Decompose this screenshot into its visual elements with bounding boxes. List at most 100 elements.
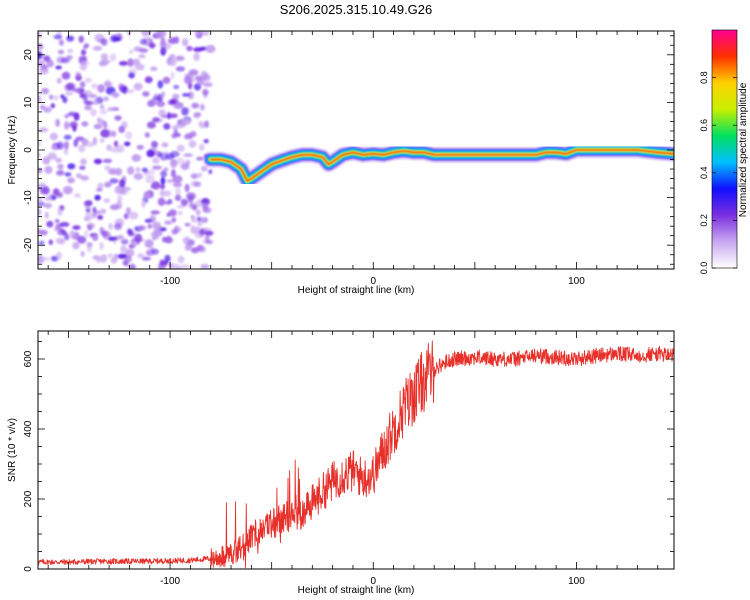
noise-blob bbox=[110, 257, 118, 264]
noise-blob bbox=[114, 179, 119, 183]
noise-blob bbox=[100, 129, 110, 138]
noise-blob bbox=[120, 238, 129, 245]
noise-blob bbox=[113, 91, 119, 99]
noise-blob bbox=[139, 38, 148, 45]
snr-background bbox=[38, 331, 674, 569]
noise-blob bbox=[73, 139, 79, 148]
noise-blob bbox=[165, 153, 175, 160]
noise-blob bbox=[67, 163, 76, 170]
noise-blob bbox=[160, 170, 168, 178]
noise-blob bbox=[145, 175, 155, 184]
noise-blob bbox=[44, 165, 53, 174]
noise-blob bbox=[80, 250, 85, 257]
snr-panel: -100 0 100 0 200 400 600 Height of straight li… bbox=[7, 330, 675, 596]
noise-blob bbox=[87, 93, 98, 99]
noise-blob bbox=[53, 188, 60, 196]
noise-blob bbox=[146, 121, 156, 129]
noise-blob bbox=[112, 36, 121, 42]
noise-blob bbox=[137, 253, 145, 259]
noise-blob bbox=[94, 194, 101, 201]
noise-blob bbox=[128, 72, 135, 79]
colorbar-label: Normalized spectral amplitude bbox=[738, 82, 749, 217]
noise-blob bbox=[81, 121, 89, 127]
noise-blob bbox=[164, 254, 171, 263]
noise-blob bbox=[181, 93, 191, 97]
noise-blob bbox=[173, 103, 184, 110]
noise-blob bbox=[40, 256, 51, 261]
noise-blob bbox=[194, 233, 204, 239]
noise-blob bbox=[57, 164, 64, 170]
spectrogram-noise bbox=[38, 31, 216, 269]
noise-blob bbox=[142, 91, 150, 97]
noise-blob bbox=[64, 121, 70, 130]
noise-blob bbox=[151, 181, 161, 190]
noise-blob bbox=[66, 35, 75, 42]
noise-blob bbox=[72, 241, 80, 250]
noise-blob bbox=[172, 182, 183, 188]
spectrogram-x-tick-label: 100 bbox=[568, 276, 585, 287]
noise-blob bbox=[117, 235, 124, 240]
noise-blob bbox=[85, 141, 95, 148]
noise-blob bbox=[200, 165, 208, 172]
noise-blob bbox=[204, 120, 209, 128]
noise-blob bbox=[176, 122, 186, 129]
noise-blob bbox=[63, 233, 70, 241]
spectrogram-y-tick-label: 0 bbox=[23, 147, 34, 153]
noise-blob bbox=[92, 255, 101, 260]
colorbar-tick-label: 0.4 bbox=[699, 167, 709, 180]
noise-blob bbox=[38, 229, 48, 236]
snr-ylabel: SNR (10 * v/v) bbox=[7, 418, 18, 482]
noise-blob bbox=[46, 59, 54, 68]
noise-blob bbox=[148, 42, 156, 49]
noise-blob bbox=[107, 253, 113, 258]
noise-blob bbox=[201, 198, 209, 204]
noise-blob bbox=[167, 38, 178, 44]
noise-blob bbox=[147, 223, 152, 229]
snr-x-tick-label: -100 bbox=[160, 576, 180, 587]
noise-blob bbox=[142, 31, 152, 34]
noise-blob bbox=[99, 109, 108, 115]
noise-blob bbox=[190, 173, 199, 179]
noise-blob bbox=[129, 263, 136, 269]
noise-blob bbox=[202, 82, 213, 87]
snr-y-tick-label: 0 bbox=[23, 566, 34, 572]
noise-blob bbox=[169, 98, 176, 105]
noise-blob bbox=[55, 65, 62, 70]
noise-blob bbox=[164, 190, 172, 197]
noise-blob bbox=[161, 48, 168, 53]
noise-blob bbox=[59, 222, 70, 227]
colorbar-axis: 0.0 0.2 0.4 0.6 0.8 bbox=[699, 71, 737, 274]
snr-y-tick-label: 600 bbox=[23, 350, 34, 367]
spectrogram-y-tick-label: -20 bbox=[23, 238, 34, 253]
noise-blob bbox=[86, 244, 92, 253]
noise-blob bbox=[151, 140, 158, 149]
noise-blob bbox=[83, 200, 92, 207]
noise-blob bbox=[166, 112, 172, 120]
noise-blob bbox=[125, 248, 135, 257]
colorbar-tick-label: 0.0 bbox=[699, 262, 709, 275]
noise-blob bbox=[108, 168, 118, 175]
noise-blob bbox=[100, 53, 109, 61]
snr-x-tick-label: 100 bbox=[568, 576, 585, 587]
noise-blob bbox=[205, 44, 216, 53]
noise-blob bbox=[79, 63, 88, 71]
noise-blob bbox=[160, 36, 166, 45]
noise-blob bbox=[198, 143, 205, 151]
noise-blob bbox=[171, 228, 178, 235]
noise-blob bbox=[122, 86, 128, 95]
noise-blob bbox=[141, 199, 146, 208]
noise-blob bbox=[203, 139, 209, 144]
spectrogram-xlabel: Height of straight line (km) bbox=[298, 285, 415, 296]
noise-blob bbox=[185, 242, 192, 251]
noise-blob bbox=[97, 215, 104, 220]
noise-blob bbox=[78, 55, 88, 61]
noise-blob bbox=[175, 157, 185, 165]
noise-blob bbox=[75, 136, 85, 142]
noise-blob bbox=[131, 154, 141, 162]
noise-blob bbox=[84, 100, 94, 106]
noise-blob bbox=[108, 222, 113, 230]
noise-blob bbox=[183, 153, 194, 158]
noise-blob bbox=[49, 132, 59, 141]
